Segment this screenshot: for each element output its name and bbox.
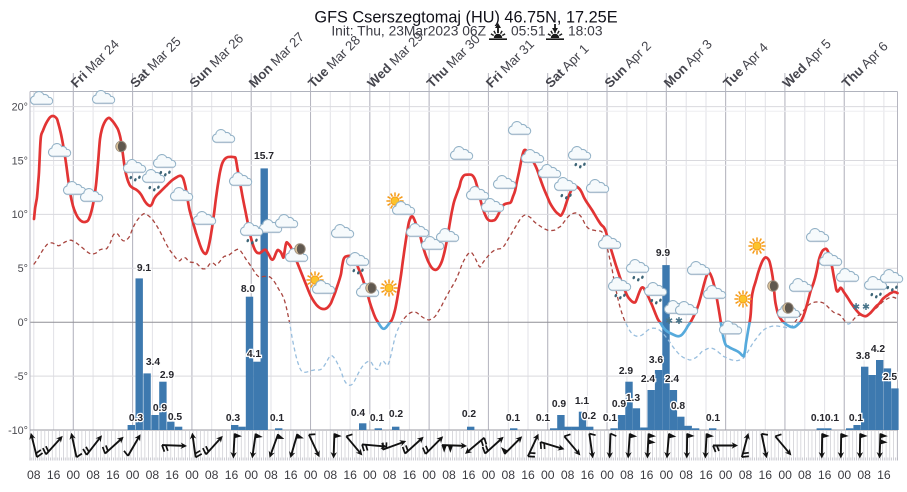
svg-text:08: 08	[561, 468, 575, 482]
svg-text:0.9: 0.9	[612, 399, 627, 410]
svg-text:1.3: 1.3	[626, 393, 641, 404]
svg-text:0.2: 0.2	[389, 409, 404, 420]
svg-text:00: 00	[67, 468, 81, 482]
svg-text:0.9: 0.9	[552, 399, 567, 410]
svg-text:0.5: 0.5	[168, 412, 183, 423]
svg-text:16: 16	[759, 468, 773, 482]
svg-text:9.1: 9.1	[137, 263, 152, 274]
svg-text:9.9: 9.9	[656, 248, 671, 259]
svg-text:00: 00	[126, 468, 140, 482]
svg-text:2.5: 2.5	[883, 372, 898, 383]
svg-text:05:51: 05:51	[511, 24, 546, 39]
svg-text:0.1: 0.1	[603, 413, 618, 424]
svg-text:0.1: 0.1	[536, 413, 551, 424]
svg-text:0.1: 0.1	[706, 413, 721, 424]
svg-text:00: 00	[363, 468, 377, 482]
svg-text:0.1: 0.1	[370, 413, 385, 424]
svg-text:16: 16	[403, 468, 417, 482]
svg-text:20°: 20°	[12, 101, 28, 113]
svg-text:0.9: 0.9	[153, 403, 168, 414]
svg-text:0.1: 0.1	[825, 413, 840, 424]
svg-text:08: 08	[324, 468, 338, 482]
svg-text:0.2: 0.2	[462, 409, 477, 420]
svg-text:2.4: 2.4	[641, 374, 656, 385]
svg-text:2.9: 2.9	[619, 366, 634, 377]
svg-text:0.1: 0.1	[849, 413, 864, 424]
svg-text:15°: 15°	[12, 155, 28, 167]
svg-text:0.4: 0.4	[351, 408, 366, 419]
svg-text:08: 08	[739, 468, 753, 482]
svg-text:0.1: 0.1	[270, 413, 285, 424]
svg-text:0.8: 0.8	[671, 401, 686, 412]
svg-text:16: 16	[47, 468, 61, 482]
svg-text:15.7: 15.7	[254, 151, 274, 162]
svg-text:0.1: 0.1	[811, 413, 826, 424]
svg-text:0.2: 0.2	[582, 411, 597, 422]
svg-text:16: 16	[521, 468, 535, 482]
svg-text:4.1: 4.1	[247, 349, 262, 360]
svg-text:16: 16	[343, 468, 357, 482]
svg-text:00: 00	[660, 468, 674, 482]
svg-text:08: 08	[205, 468, 219, 482]
svg-text:00: 00	[422, 468, 436, 482]
svg-text:08: 08	[146, 468, 160, 482]
svg-text:00: 00	[304, 468, 318, 482]
svg-text:00: 00	[778, 468, 792, 482]
svg-text:00: 00	[838, 468, 852, 482]
svg-text:08: 08	[442, 468, 456, 482]
svg-text:3.6: 3.6	[649, 355, 664, 366]
svg-text:00: 00	[541, 468, 555, 482]
svg-text:08: 08	[798, 468, 812, 482]
svg-text:16: 16	[165, 468, 179, 482]
svg-text:3.8: 3.8	[856, 351, 871, 362]
svg-text:10°: 10°	[12, 209, 28, 221]
svg-text:16: 16	[462, 468, 476, 482]
svg-text:2.4: 2.4	[665, 374, 680, 385]
svg-text:00: 00	[719, 468, 733, 482]
svg-text:16: 16	[284, 468, 298, 482]
svg-text:16: 16	[877, 468, 891, 482]
svg-text:08: 08	[27, 468, 41, 482]
svg-text:0.1: 0.1	[506, 413, 521, 424]
svg-text:08: 08	[620, 468, 634, 482]
svg-text:18:03: 18:03	[568, 24, 603, 39]
svg-text:16: 16	[225, 468, 239, 482]
svg-text:00: 00	[482, 468, 496, 482]
svg-text:16: 16	[699, 468, 713, 482]
svg-text:8.0: 8.0	[241, 284, 256, 295]
svg-text:16: 16	[640, 468, 654, 482]
svg-text:1.1: 1.1	[575, 396, 590, 407]
svg-text:00: 00	[600, 468, 614, 482]
svg-text:08: 08	[264, 468, 278, 482]
svg-text:16: 16	[581, 468, 595, 482]
svg-text:08: 08	[86, 468, 100, 482]
svg-text:0°: 0°	[18, 317, 28, 329]
svg-text:0.3: 0.3	[226, 413, 241, 424]
svg-text:✱ ✱: ✱ ✱	[852, 302, 870, 313]
svg-text:3.4: 3.4	[146, 357, 161, 368]
svg-text:08: 08	[502, 468, 516, 482]
svg-text:0.3: 0.3	[129, 413, 144, 424]
svg-text:08: 08	[383, 468, 397, 482]
svg-text:-5°: -5°	[14, 371, 28, 383]
svg-text:5°: 5°	[18, 263, 28, 275]
svg-text:16: 16	[818, 468, 832, 482]
svg-text:4.2: 4.2	[871, 344, 886, 355]
svg-text:08: 08	[857, 468, 871, 482]
svg-text:08: 08	[679, 468, 693, 482]
svg-text:00: 00	[185, 468, 199, 482]
svg-text:00: 00	[245, 468, 259, 482]
svg-text:-10°: -10°	[8, 425, 28, 437]
svg-text:16: 16	[106, 468, 120, 482]
svg-text:✱ ✱: ✱ ✱	[665, 316, 683, 327]
svg-text:2.9: 2.9	[160, 370, 175, 381]
